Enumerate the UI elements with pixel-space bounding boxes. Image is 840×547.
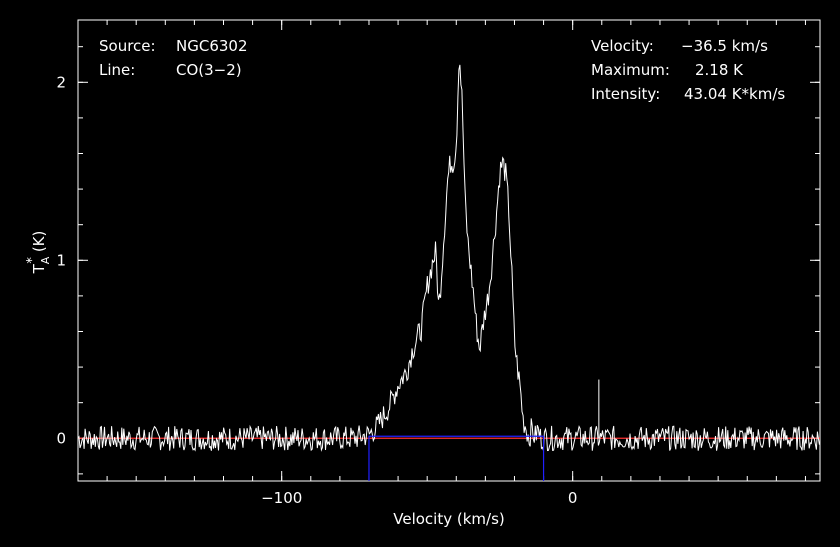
minor-ticks [77,20,820,481]
integration-window [368,435,545,481]
svg-text:TA*(K): TA* (K) [25,231,52,275]
info-left: Source: NGC6302 Line: CO(3−2) [99,37,248,79]
y-label-main: T [30,263,48,274]
plot-frame [77,19,821,482]
y-label-sup: * [25,257,40,264]
velocity-key: Velocity: [591,37,654,55]
intensity-value: 43.04 K*km/s [684,85,785,103]
tick-labels: −100 0 0 1 2 [56,73,577,507]
y-tick-label: 2 [56,73,66,91]
y-axis-label: TA* (K) [25,231,52,275]
info-right: Velocity: −36.5 km/s Maximum: 2.18 K Int… [591,37,785,103]
source-value: NGC6302 [176,37,248,55]
y-label-sub: A [39,256,52,264]
y-tick-label: 1 [56,251,66,269]
y-tick-label: 0 [56,429,66,447]
spectrum-line [77,64,820,452]
line-key: Line: [99,61,135,79]
intensity-key: Intensity: [591,85,660,103]
maximum-value: 2.18 K [695,61,744,79]
velocity-value: −36.5 km/s [681,37,768,55]
source-key: Source: [99,37,156,55]
maximum-key: Maximum: [591,61,670,79]
x-axis-label: Velocity (km/s) [393,510,504,528]
x-tick-label: −100 [261,489,302,507]
line-value: CO(3−2) [176,61,242,79]
y-label-unit: (K) [30,231,48,253]
x-tick-label: 0 [568,489,578,507]
